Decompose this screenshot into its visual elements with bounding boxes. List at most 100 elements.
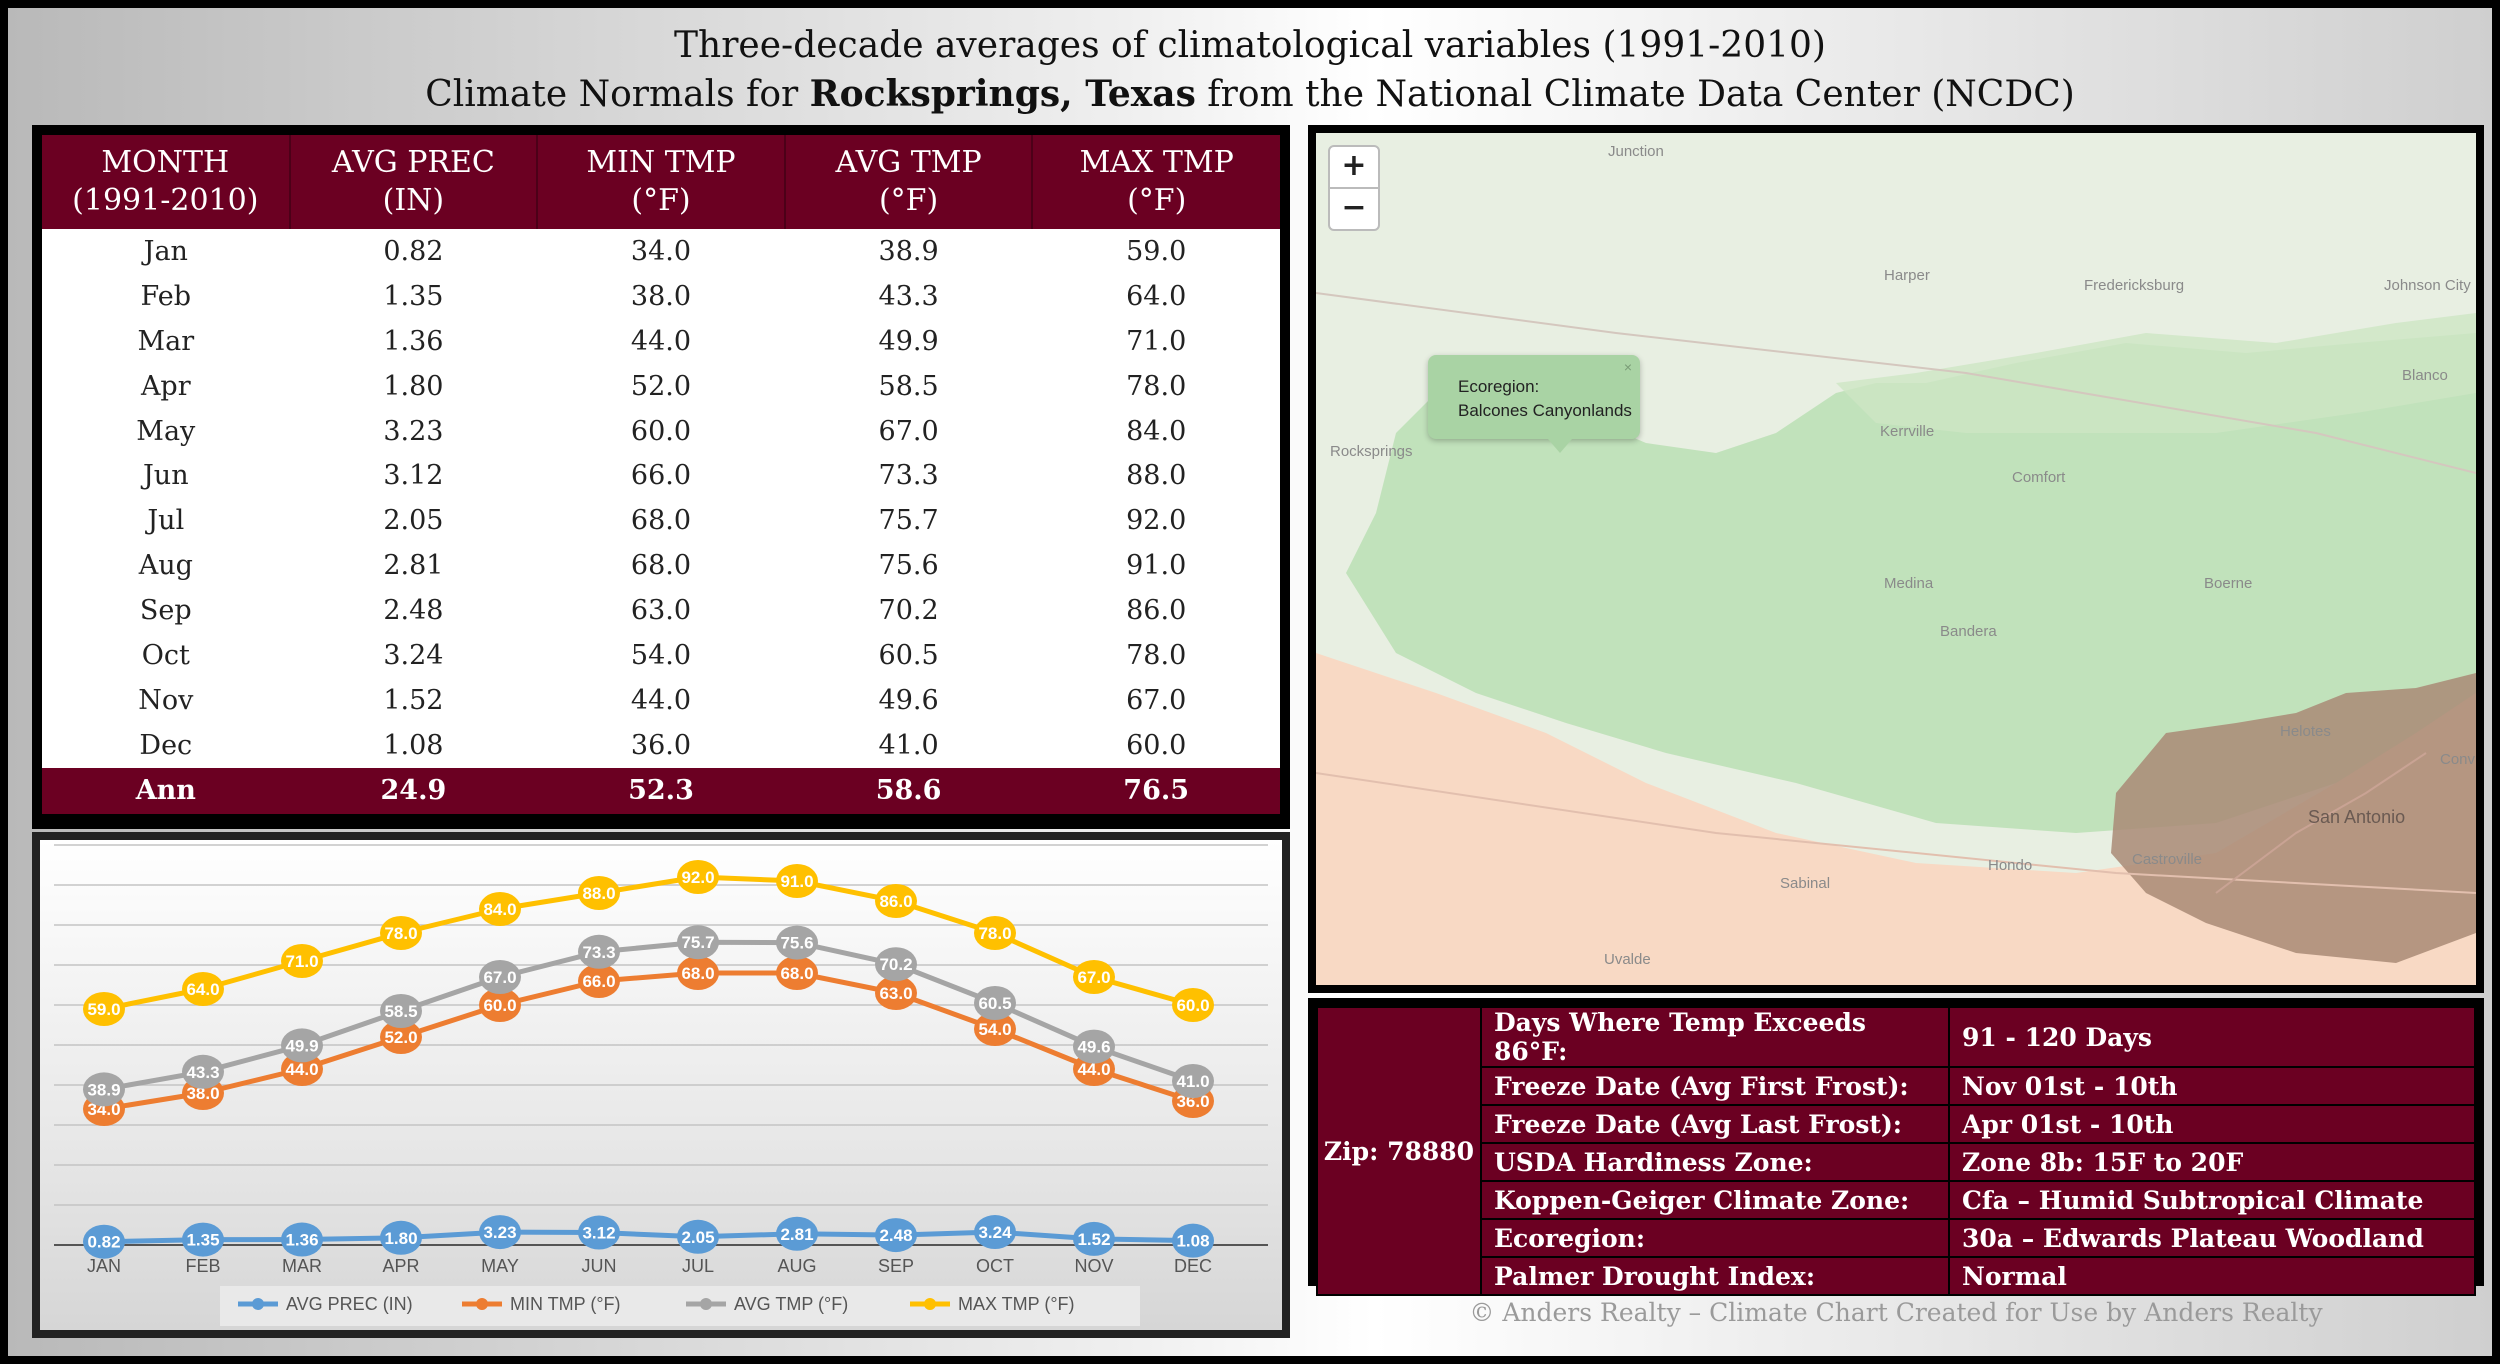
data-label: 58.5 <box>384 1002 417 1021</box>
x-tick-label: JUN <box>582 1256 617 1276</box>
info-panel: Zip: 78880 Days Where Temp Exceeds 86°F:… <box>1308 998 2484 1296</box>
info-value: Apr 01st - 10th <box>1948 1104 2476 1144</box>
table-cell: 60.5 <box>784 633 1033 678</box>
info-table: Zip: 78880 Days Where Temp Exceeds 86°F:… <box>1316 1006 2476 1296</box>
data-label: 3.12 <box>582 1224 615 1243</box>
table-cell: 2.05 <box>289 498 538 544</box>
table-cell: Mar <box>42 318 290 364</box>
table-row: Sep 2.48 63.0 70.2 86.0 <box>42 588 1280 634</box>
table-cell: Feb <box>42 273 290 319</box>
info-row: USDA Hardiness Zone: Zone 8b: 15F to 20F <box>1317 1142 2476 1182</box>
table-cell: 75.7 <box>784 498 1033 544</box>
data-label: 63.0 <box>879 984 912 1003</box>
data-point <box>380 994 422 1028</box>
data-label: 91.0 <box>780 872 813 891</box>
data-point <box>677 925 719 960</box>
data-point <box>974 916 1016 950</box>
table-cell: 88.0 <box>1032 453 1280 499</box>
legend-box <box>220 1286 1140 1326</box>
table-cell: 68.0 <box>537 498 785 544</box>
table-cell: 44.0 <box>537 677 785 723</box>
table-cell: 68.0 <box>537 543 785 589</box>
table-cell: 73.3 <box>784 453 1033 499</box>
data-point <box>776 864 818 898</box>
data-point <box>182 1222 224 1257</box>
table-cell: 44.0 <box>537 318 785 364</box>
table-cell: 67.0 <box>784 408 1033 454</box>
town-label: Junction <box>1608 143 1664 160</box>
data-point <box>380 1220 422 1255</box>
town-label: Conv <box>2440 751 2476 768</box>
table-row: Feb 1.35 38.0 43.3 64.0 <box>42 273 1280 319</box>
data-label: 70.2 <box>879 955 912 974</box>
data-label: 60.0 <box>483 996 516 1015</box>
table-cell: 75.6 <box>784 543 1033 589</box>
info-label: Days Where Temp Exceeds 86°F: <box>1480 1006 1950 1068</box>
table-row: Jul 2.05 68.0 75.7 92.0 <box>42 498 1280 544</box>
table-cell: 63.0 <box>537 588 785 634</box>
x-tick-label: JUL <box>682 1256 714 1276</box>
info-value: Zone 8b: 15F to 20F <box>1948 1142 2476 1182</box>
table-cell: 38.0 <box>537 273 785 319</box>
data-point <box>776 956 818 990</box>
table-row: Nov 1.52 44.0 49.6 67.0 <box>42 677 1280 723</box>
data-point <box>281 944 323 978</box>
legend-entry: MIN TMP (°F) <box>510 1294 621 1314</box>
x-tick-label: SEP <box>878 1256 914 1276</box>
data-label: 2.05 <box>681 1228 714 1247</box>
table-row: Oct 3.24 54.0 60.5 78.0 <box>42 633 1280 678</box>
chart-panel: JAN FEB MAR APR MAY JUN JUL AUG SEP OCT NOV DEC 0.82… <box>32 832 1290 1338</box>
town-label: Fredericksburg <box>2084 277 2185 294</box>
ecoregion-map[interactable]: + − Junction Harper Fredericksburg Johns… <box>1316 133 2476 985</box>
series-line <box>103 874 1194 1012</box>
data-label: 2.48 <box>879 1226 912 1245</box>
data-point <box>83 1224 125 1259</box>
title-prefix: Climate Normals for <box>425 74 810 115</box>
data-point <box>974 1012 1016 1046</box>
table-cell: 52.0 <box>537 363 785 409</box>
data-point <box>578 1215 620 1250</box>
table-cell: Apr <box>42 363 290 409</box>
table-cell: 2.81 <box>289 543 538 589</box>
zoom-in-button[interactable]: + <box>1328 145 1380 189</box>
table-cell: 41.0 <box>784 722 1033 768</box>
data-label: 41.0 <box>1176 1072 1209 1091</box>
series-line <box>103 1229 1194 1245</box>
zoom-out-button[interactable]: − <box>1328 187 1380 231</box>
info-label: Koppen-Geiger Climate Zone: <box>1480 1180 1950 1220</box>
climate-table-panel: MONTH (1991-2010) AVG PREC (IN) MIN TMP (°F… <box>32 125 1290 829</box>
annual-cell: 52.3 <box>537 767 785 814</box>
info-row: Palmer Drought Index: Normal <box>1317 1256 2476 1296</box>
popup-close-icon[interactable]: × <box>1623 359 1632 375</box>
data-label: 73.3 <box>582 943 615 962</box>
data-label: 2.81 <box>780 1225 813 1244</box>
town-label: Uvalde <box>1604 951 1651 968</box>
data-label: 71.0 <box>285 952 318 971</box>
page-title: Three-decade averages of climatological … <box>8 22 2492 119</box>
table-cell: Aug <box>42 543 290 589</box>
table-row: Mar 1.36 44.0 49.9 71.0 <box>42 318 1280 364</box>
town-label: Castroville <box>2132 851 2203 868</box>
info-label: Ecoregion: <box>1480 1218 1950 1258</box>
town-label: Rocksprings <box>1330 443 1413 460</box>
legend-entry: MAX TMP (°F) <box>958 1294 1075 1314</box>
data-label: 36.0 <box>1176 1092 1209 1111</box>
page-frame: Three-decade averages of climatological … <box>8 8 2492 1356</box>
table-cell: 49.6 <box>784 677 1033 723</box>
table-cell: 58.5 <box>784 363 1033 409</box>
data-point <box>677 956 719 990</box>
info-label: Freeze Date (Avg Last Frost): <box>1480 1104 1950 1144</box>
data-label: 67.0 <box>1077 968 1110 987</box>
table-cell: 54.0 <box>537 633 785 678</box>
table-cell: 92.0 <box>1032 498 1280 544</box>
table-row: Jun 3.12 66.0 73.3 88.0 <box>42 453 1280 499</box>
table-cell: 71.0 <box>1032 318 1280 364</box>
table-cell: 60.0 <box>1032 722 1280 768</box>
legend-marker <box>252 1298 264 1310</box>
info-label: Palmer Drought Index: <box>1480 1256 1950 1296</box>
data-label: 59.0 <box>87 1000 120 1019</box>
table-row: Dec 1.08 36.0 41.0 60.0 <box>42 722 1280 768</box>
table-cell: 59.0 <box>1032 229 1280 274</box>
data-label: 38.9 <box>87 1080 120 1099</box>
table-cell: 64.0 <box>1032 273 1280 319</box>
